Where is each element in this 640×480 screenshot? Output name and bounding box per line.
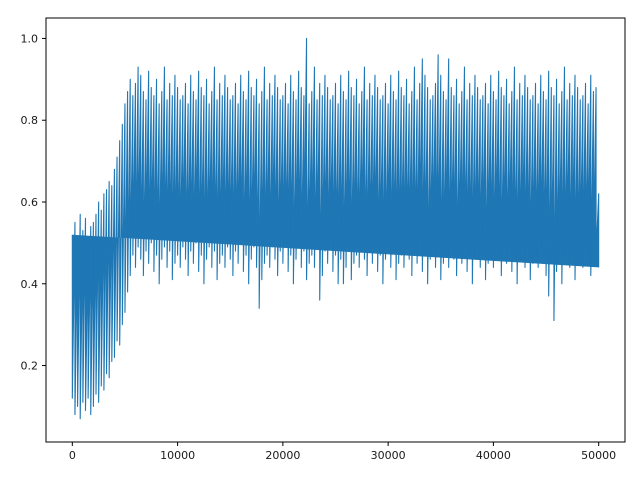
axis-tick-labels: 0 10000 20000 30000 40000 50000 0.2 0.4 0.6 0.8 1.… bbox=[21, 32, 617, 462]
y-tick-label: 0.4 bbox=[21, 278, 39, 291]
x-tick-label: 50000 bbox=[581, 449, 616, 462]
y-tick-label: 0.6 bbox=[21, 196, 39, 209]
y-tick-label: 0.2 bbox=[21, 360, 39, 373]
axis-ticks bbox=[42, 37, 600, 446]
x-tick-label: 30000 bbox=[371, 449, 406, 462]
y-tick-label: 1.0 bbox=[21, 32, 39, 45]
y-tick-label: 0.8 bbox=[21, 114, 39, 127]
series-line bbox=[71, 37, 600, 420]
noisy-line-series bbox=[71, 37, 600, 420]
axes-spines bbox=[45, 17, 626, 443]
plot-frame bbox=[45, 17, 626, 443]
x-tick-label: 10000 bbox=[160, 449, 195, 462]
x-tick-label: 40000 bbox=[476, 449, 511, 462]
x-tick-label: 0 bbox=[69, 449, 76, 462]
x-tick-label: 20000 bbox=[265, 449, 300, 462]
